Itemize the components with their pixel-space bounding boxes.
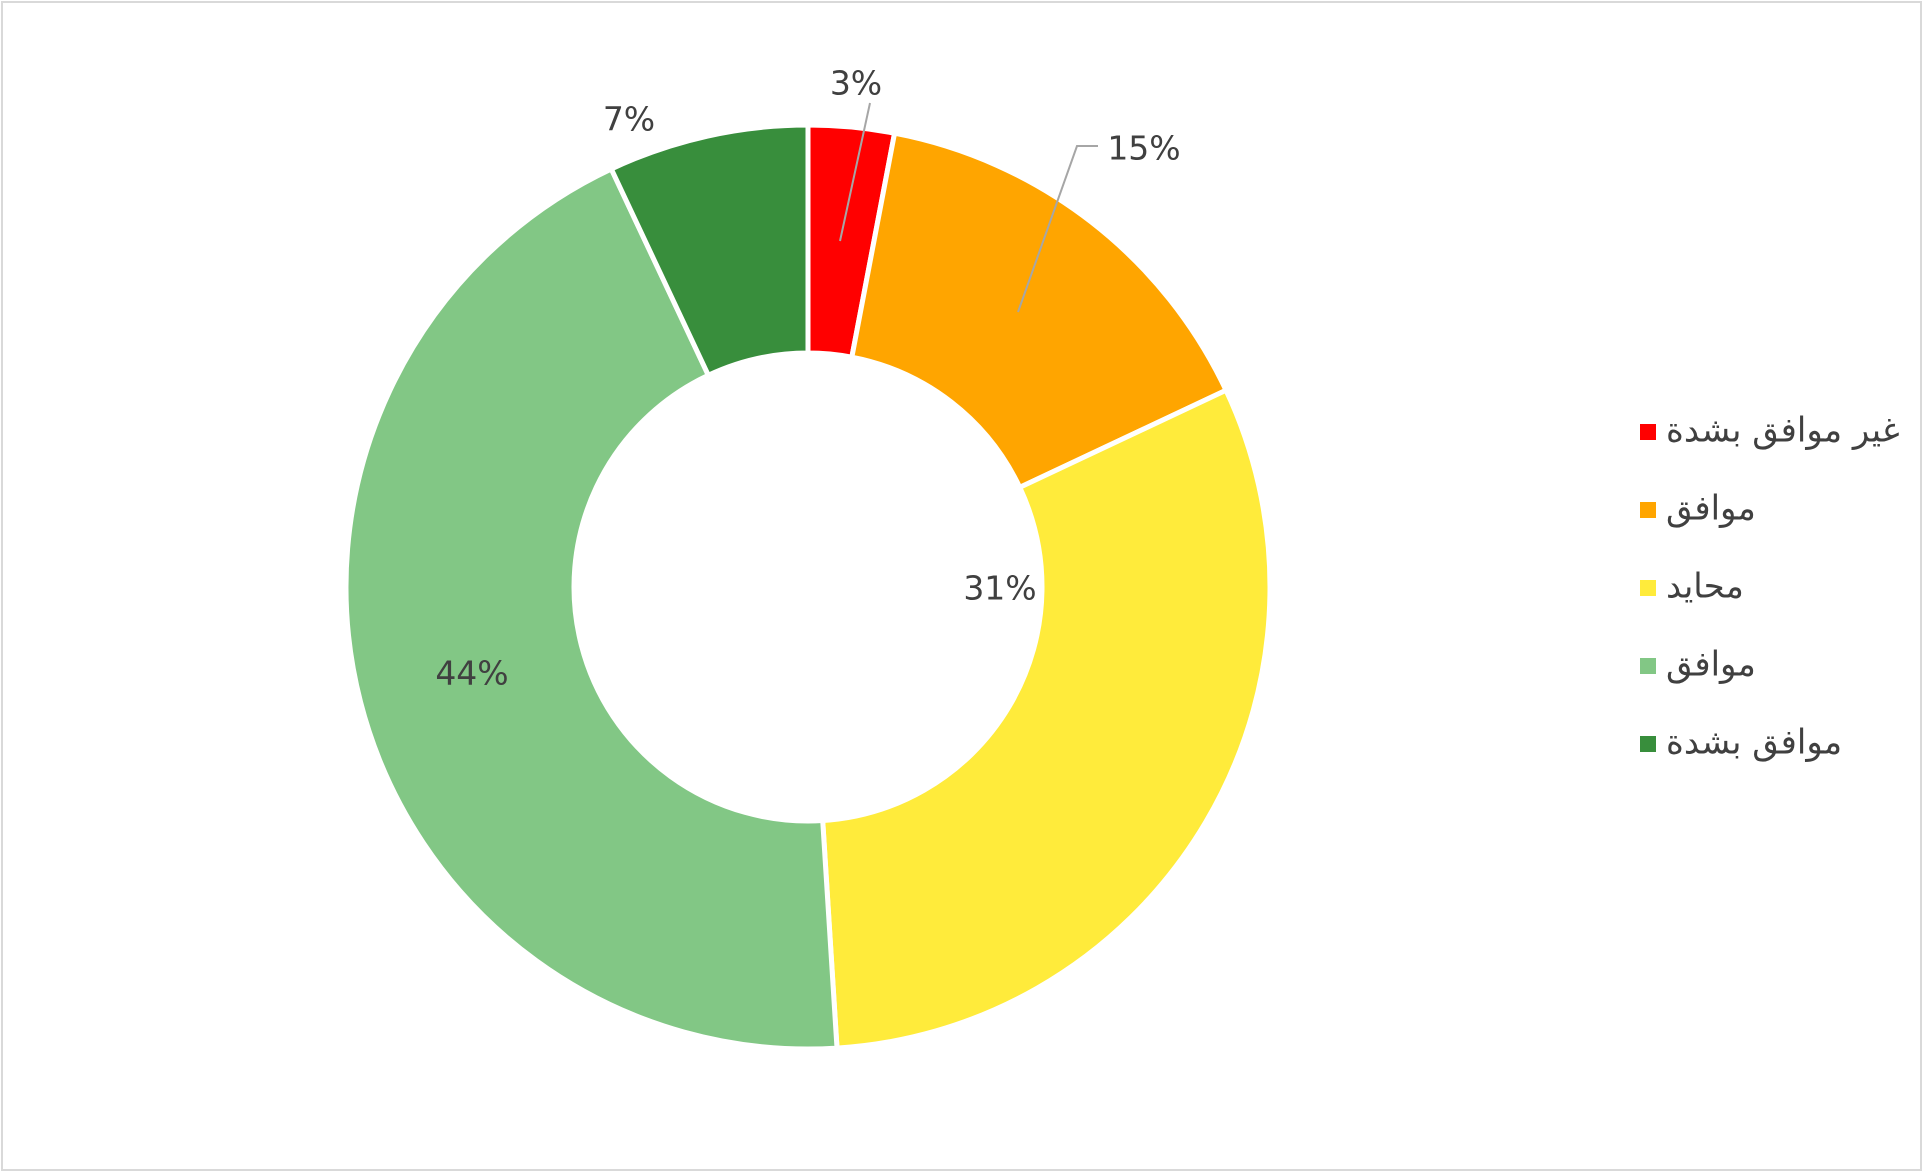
- legend-label-3: محايد: [1666, 567, 1744, 607]
- data-labels-group: 3% 15% 31% 44% 7%: [435, 64, 1180, 693]
- slice-2: [849, 130, 1229, 490]
- slice-4: [343, 166, 840, 1052]
- legend-label-5: موافق بشدة: [1666, 723, 1842, 763]
- slice-3: [820, 387, 1273, 1051]
- legend: غير موافق بشدة موافق محايد موافق موافق بشدة: [1640, 411, 1900, 763]
- legend-label-1: غير موافق بشدة: [1666, 411, 1900, 451]
- leader-line-2: [1017, 145, 1098, 313]
- leader-line-1: [839, 102, 871, 242]
- data-label-5: 7%: [603, 100, 655, 139]
- data-label-3: 31%: [963, 569, 1036, 608]
- legend-swatch-3: [1640, 580, 1656, 596]
- data-label-2: 15%: [1107, 129, 1180, 168]
- legend-label-2: موافق: [1666, 489, 1756, 529]
- slice-5: [608, 122, 811, 378]
- legend-label-4: موافق: [1666, 645, 1756, 685]
- legend-swatch-2: [1640, 502, 1656, 518]
- data-label-4: 44%: [435, 654, 508, 693]
- leader-lines-group: [839, 102, 1098, 313]
- legend-swatch-5: [1640, 736, 1656, 752]
- data-label-1: 3%: [830, 64, 882, 103]
- slices-group: [343, 122, 1273, 1052]
- legend-swatch-1: [1640, 424, 1656, 440]
- legend-swatch-4: [1640, 658, 1656, 674]
